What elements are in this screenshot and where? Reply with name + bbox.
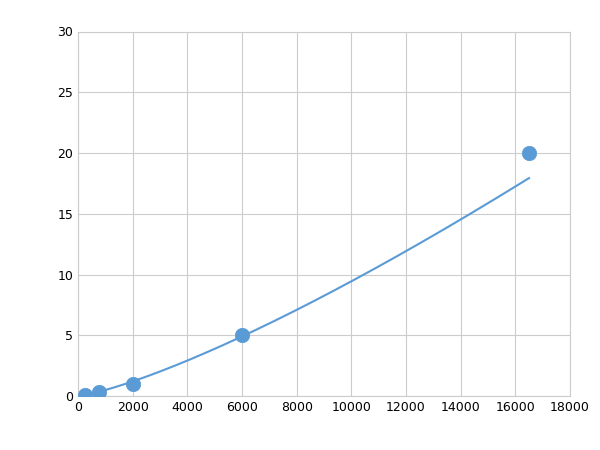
Point xyxy=(524,149,534,157)
Point xyxy=(94,389,103,396)
Point xyxy=(80,391,89,398)
Point xyxy=(128,380,137,387)
Point xyxy=(237,332,247,339)
